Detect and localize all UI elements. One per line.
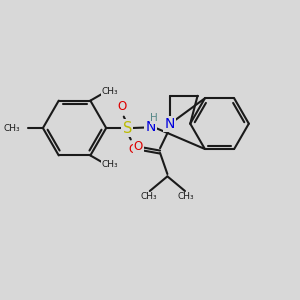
Text: CH₃: CH₃ <box>102 160 118 169</box>
Text: H: H <box>150 113 158 123</box>
Text: O: O <box>117 100 126 113</box>
Text: CH₃: CH₃ <box>178 192 194 201</box>
Text: CH₃: CH₃ <box>102 87 118 96</box>
Text: CH₃: CH₃ <box>141 192 157 201</box>
Text: N: N <box>164 117 175 130</box>
Text: S: S <box>123 121 132 136</box>
Text: O: O <box>128 142 137 156</box>
Text: CH₃: CH₃ <box>4 124 20 133</box>
Text: O: O <box>134 140 143 153</box>
Text: N: N <box>146 120 156 134</box>
